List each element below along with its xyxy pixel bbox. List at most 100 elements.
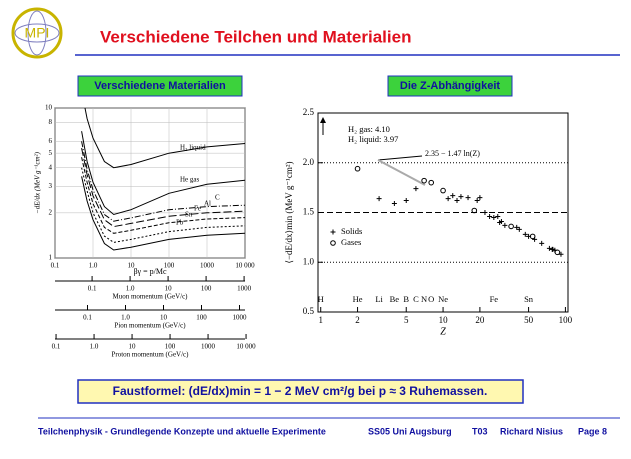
series-label: Al bbox=[204, 200, 211, 208]
element-label: C bbox=[413, 294, 419, 304]
x-tick-label: 1 bbox=[318, 315, 323, 325]
series-label: Pb bbox=[176, 219, 184, 227]
chart-title: Die Z-Abhängigkeit bbox=[400, 80, 501, 92]
tick-label: 10 000 bbox=[236, 343, 256, 351]
point bbox=[450, 193, 456, 199]
curve bbox=[81, 131, 245, 216]
point bbox=[403, 198, 409, 204]
tick-label: 1000 bbox=[237, 285, 252, 293]
x-tick-label: 20 bbox=[475, 315, 485, 325]
y-tick-label: 2.5 bbox=[303, 107, 315, 117]
point bbox=[421, 177, 427, 184]
point bbox=[376, 196, 382, 202]
tick-label: 1.0 bbox=[126, 285, 135, 293]
point bbox=[514, 224, 520, 230]
tick-label: 100 bbox=[201, 285, 212, 293]
fit-line bbox=[377, 159, 426, 186]
tick-label: 100 bbox=[165, 343, 176, 351]
point bbox=[529, 233, 536, 240]
y-tick-label: 8 bbox=[49, 118, 53, 126]
footer-text: T03 bbox=[472, 426, 488, 436]
point bbox=[482, 210, 488, 215]
axis-label: Proton momentum (GeV/c) bbox=[112, 351, 190, 359]
tick-label: 10 bbox=[160, 314, 168, 322]
y-tick-label: 4 bbox=[49, 163, 53, 171]
point bbox=[502, 222, 508, 228]
x-tick-label: 10 bbox=[439, 315, 449, 325]
point bbox=[330, 229, 336, 235]
y-tick-label: 1.0 bbox=[303, 256, 315, 266]
point bbox=[508, 223, 514, 230]
point bbox=[477, 195, 483, 201]
y-tick-label: 2.0 bbox=[303, 157, 315, 167]
logo: MPI bbox=[25, 25, 50, 41]
tick-label: 1000 bbox=[232, 314, 247, 322]
x-tick-label: 100 bbox=[559, 315, 573, 325]
x-tick-label: 100 bbox=[164, 262, 175, 270]
y-tick-label: 0.5 bbox=[303, 306, 315, 316]
element-label: Li bbox=[375, 294, 383, 304]
element-label: N bbox=[421, 294, 427, 304]
point bbox=[491, 214, 497, 220]
point bbox=[471, 207, 478, 214]
x-tick-label: 0.1 bbox=[51, 262, 60, 270]
logo-ring bbox=[11, 7, 63, 59]
tick-label: 1.0 bbox=[121, 314, 130, 322]
curve bbox=[81, 147, 245, 228]
x-tick-label: 1.0 bbox=[89, 262, 98, 270]
curve bbox=[81, 141, 245, 222]
plot-frame bbox=[54, 107, 246, 259]
point bbox=[440, 187, 446, 194]
y-axis-label: ⟨−dE/dx⟩min (MeV g⁻¹cm²) bbox=[284, 161, 294, 263]
x-tick-label: 10 bbox=[128, 262, 136, 270]
footer-text: SS05 Uni Augsburg bbox=[368, 426, 452, 436]
tick-label: 0.1 bbox=[88, 285, 97, 293]
point bbox=[330, 240, 336, 246]
point bbox=[413, 186, 419, 192]
x-tick-label: 1000 bbox=[200, 262, 215, 270]
element-label: H bbox=[318, 294, 324, 304]
legend-label: Gases bbox=[341, 237, 361, 247]
box bbox=[387, 75, 513, 97]
axis-label: Muon momentum (GeV/c) bbox=[112, 293, 188, 301]
tick-label: 1000 bbox=[201, 343, 216, 351]
element-label: B bbox=[403, 294, 409, 304]
tick-label: 10 bbox=[165, 285, 173, 293]
point bbox=[487, 213, 493, 219]
series-label: C bbox=[215, 194, 220, 202]
formula: Faustformel: (dE/dx)min = 1 − 2 MeV cm²/… bbox=[113, 384, 488, 398]
series-label: Sn bbox=[185, 211, 193, 219]
footer-text: Richard Nisius bbox=[500, 426, 563, 436]
tick-label: 100 bbox=[196, 314, 207, 322]
x-tick-label: 2 bbox=[355, 315, 360, 325]
point bbox=[522, 231, 528, 237]
curve bbox=[81, 157, 245, 234]
series-label: H₂ liquid bbox=[180, 144, 206, 152]
series-label: He gas bbox=[180, 176, 200, 184]
element-label: O bbox=[428, 294, 434, 304]
annotation-arrow bbox=[377, 155, 423, 161]
tick-label: 0.1 bbox=[52, 343, 61, 351]
element-label: Fe bbox=[490, 294, 499, 304]
y-tick-label: 3 bbox=[49, 182, 53, 190]
footer-text: Page 8 bbox=[578, 426, 607, 436]
chart-title: Verschiedene Materialien bbox=[94, 80, 226, 92]
y-tick-label: 10 bbox=[45, 104, 53, 112]
x-axis-label: Z bbox=[440, 326, 446, 337]
axis-label: Pion momentum (GeV/c) bbox=[114, 322, 186, 330]
tick-label: 1.0 bbox=[90, 343, 99, 351]
point bbox=[546, 245, 552, 251]
tick-label: 0.1 bbox=[83, 314, 92, 322]
tick-label: 10 bbox=[129, 343, 137, 351]
point bbox=[495, 213, 501, 219]
y-tick-label: 6 bbox=[49, 137, 53, 145]
curve bbox=[81, 176, 245, 251]
point bbox=[458, 194, 464, 200]
y-tick-label: 1 bbox=[49, 254, 53, 262]
point bbox=[554, 249, 561, 256]
arrow-head bbox=[320, 117, 326, 123]
footer-text: Teilchenphysik - Grundlegende Konzepte u… bbox=[38, 426, 326, 436]
x-tick-label: 5 bbox=[404, 315, 409, 325]
annotation: 2.35 − 1.47 ln(Z) bbox=[425, 149, 480, 158]
